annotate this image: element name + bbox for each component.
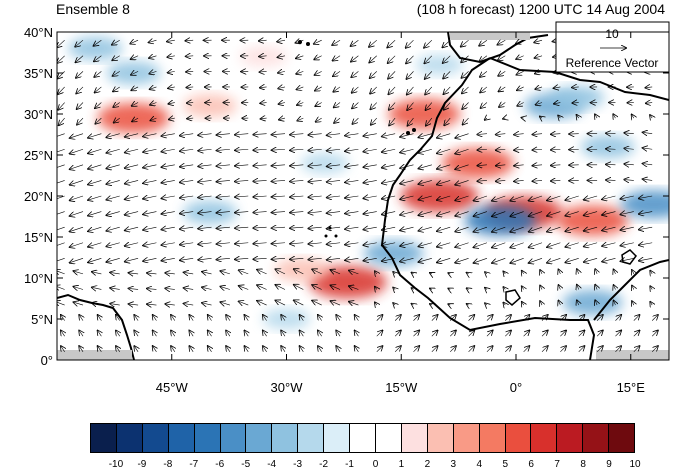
colorbar-box <box>583 424 609 452</box>
colorbar-label: 6 <box>528 459 534 470</box>
lat-tick-label: 40°N <box>24 25 53 40</box>
colorbar-label: -8 <box>163 459 172 470</box>
colorbar-label: -3 <box>293 459 302 470</box>
anomaly-blob-1 <box>183 94 237 117</box>
anomaly-blob-21 <box>263 309 311 330</box>
colorbar-label: -10 <box>109 459 123 470</box>
anomaly-blob-4 <box>401 180 479 213</box>
colorbar-box <box>195 424 221 452</box>
colorbar-label: 3 <box>451 459 457 470</box>
colorbar-box <box>298 424 324 452</box>
colorbar-box <box>376 424 402 452</box>
colorbar-label: 0 <box>373 459 379 470</box>
azores-island <box>306 42 310 46</box>
anomaly-blob-17 <box>301 153 349 174</box>
colorbar-label: 2 <box>425 459 431 470</box>
colorbar-box <box>117 424 143 452</box>
lon-tick-label: 15°E <box>617 380 646 395</box>
anomaly-blob-20 <box>416 54 464 75</box>
colorbar-box <box>350 424 376 452</box>
reference-vector-magnitude: 10 <box>605 27 619 41</box>
cape-verde-island <box>335 235 338 238</box>
anomaly-blob-15 <box>550 86 604 109</box>
colorbar-label: -7 <box>189 459 198 470</box>
colorbar-box <box>246 424 272 452</box>
colorbar-label: 7 <box>554 459 560 470</box>
reference-vector-label: Reference Vector <box>566 56 659 70</box>
wind-anomaly-map: 10 Reference Vector 0° 5°N 10°N 15°N 20°N 25°… <box>0 0 673 420</box>
colorbar-box <box>221 424 247 452</box>
colorbar-box <box>480 424 506 452</box>
missing-data-ne <box>450 32 530 40</box>
lon-tick-label: 15°W <box>385 380 418 395</box>
ensemble-title: Ensemble 8 <box>56 1 130 17</box>
lat-tick-label: 25°N <box>24 148 53 163</box>
colorbar-box <box>169 424 195 452</box>
anomaly-blob-16 <box>183 201 237 224</box>
colorbar-label: -9 <box>137 459 146 470</box>
colorbar-box <box>557 424 583 452</box>
colorbar-label: 4 <box>477 459 483 470</box>
colorbar-box <box>506 424 532 452</box>
anomaly-blob-12 <box>68 37 122 60</box>
colorbar-box <box>91 424 117 452</box>
lat-tick-label: 15°N <box>24 230 53 245</box>
anomaly-blob-7 <box>557 205 629 235</box>
anomaly-blob-13 <box>107 61 161 84</box>
missing-data-sw <box>57 350 132 360</box>
reference-vector-box: 10 Reference Vector <box>556 22 669 72</box>
lon-tick-label: 0° <box>510 380 522 395</box>
colorbar-label: -1 <box>345 459 354 470</box>
colorbar-box <box>402 424 428 452</box>
canary-island <box>412 128 416 132</box>
lat-tick-label: 30°N <box>24 107 53 122</box>
lat-tick-label: 20°N <box>24 189 53 204</box>
colorbar-label: -5 <box>241 459 250 470</box>
colorbar-box <box>428 424 454 452</box>
lat-tick-label: 0° <box>41 353 53 368</box>
colorbar-label: 8 <box>580 459 586 470</box>
anomaly-blob-5 <box>442 148 514 178</box>
colorbar-label: 9 <box>606 459 612 470</box>
colorbar-label: 1 <box>399 459 405 470</box>
colorbar-box <box>609 424 634 452</box>
anomaly-blob-19 <box>563 290 623 316</box>
colorbar-label: -2 <box>319 459 328 470</box>
anomaly-blob-0 <box>98 103 170 133</box>
colorbar-box <box>531 424 557 452</box>
anomaly-blob-22 <box>581 135 635 158</box>
colorbar-box <box>324 424 350 452</box>
forecast-time-title: (108 h forecast) 1200 UTC 14 Aug 2004 <box>417 1 665 17</box>
colorbar-label: -4 <box>267 459 276 470</box>
colorbar-label: -6 <box>215 459 224 470</box>
lon-tick-label: 30°W <box>271 380 304 395</box>
colorbar-box <box>454 424 480 452</box>
cape-verde-island <box>325 235 328 238</box>
colorbar-label: 10 <box>629 459 640 470</box>
lat-tick-label: 5°N <box>31 312 53 327</box>
colorbar-box <box>143 424 169 452</box>
lat-tick-label: 35°N <box>24 66 53 81</box>
lon-tick-label: 45°W <box>156 380 189 395</box>
missing-data-se <box>596 350 669 360</box>
colorbar-label: 5 <box>502 459 508 470</box>
lat-tick-label: 10°N <box>24 271 53 286</box>
anomaly-blob-9 <box>275 258 329 281</box>
colorbar-boxes <box>90 423 635 453</box>
colorbar-box <box>272 424 298 452</box>
